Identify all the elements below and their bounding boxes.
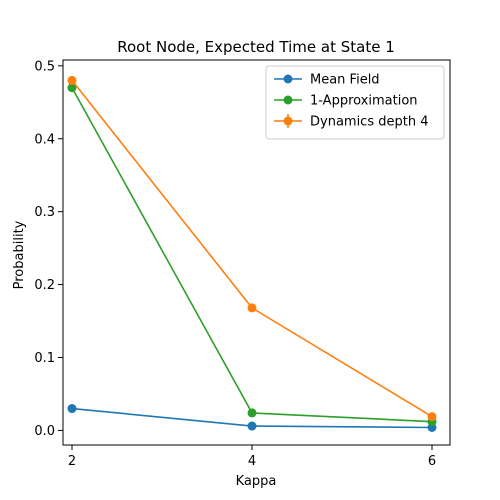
y-axis-label: Probability (12, 220, 27, 289)
chart-title: Root Node, Expected Time at State 1 (117, 38, 395, 56)
y-tick-label: 0.1 (34, 351, 55, 366)
legend-marker (283, 95, 293, 105)
plot-frame (62, 59, 451, 446)
y-tick-label: 0.4 (34, 132, 55, 147)
legend-label: 1-Approximation (310, 94, 418, 109)
series-1-approximation (67, 83, 437, 427)
data-point (247, 303, 257, 313)
legend-label: Dynamics depth 4 (310, 115, 428, 130)
x-tick-label: 2 (68, 454, 76, 469)
data-point (247, 421, 257, 431)
y-tick-label: 0.0 (34, 424, 55, 439)
data-point (67, 404, 77, 414)
x-tick-label: 6 (428, 454, 436, 469)
y-tick-label: 0.3 (34, 205, 55, 220)
y-tick-label: 0.2 (34, 278, 55, 293)
legend-marker (283, 74, 293, 84)
legend: Mean Field 1-Approximation Dynamics depth … (265, 65, 445, 140)
legend-label: Mean Field (310, 73, 380, 88)
data-point (427, 412, 437, 422)
data-point (67, 83, 77, 93)
legend-item-dynamics-depth-4: Dynamics depth 4 (274, 114, 428, 130)
data-point (247, 408, 257, 418)
series-dynamics-depth-4 (67, 75, 437, 422)
x-tick-label: 4 (248, 454, 256, 469)
data-point (67, 75, 77, 85)
plot-area: 2 4 6 0.0 0.1 0.2 0.3 0.4 0.5 (34, 59, 451, 469)
legend-item-1-approximation: 1-Approximation (274, 94, 418, 109)
legend-item-mean-field: Mean Field (274, 73, 380, 88)
x-axis-label: Kappa (236, 474, 277, 489)
y-tick-label: 0.5 (34, 59, 55, 74)
legend-box (265, 65, 445, 140)
